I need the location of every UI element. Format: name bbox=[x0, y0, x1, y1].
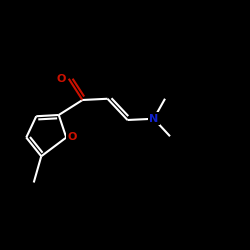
Text: O: O bbox=[68, 132, 77, 142]
Text: N: N bbox=[149, 114, 158, 124]
Text: O: O bbox=[56, 74, 66, 84]
Text: N: N bbox=[149, 114, 158, 124]
Text: O: O bbox=[68, 132, 77, 142]
Text: O: O bbox=[56, 74, 66, 84]
